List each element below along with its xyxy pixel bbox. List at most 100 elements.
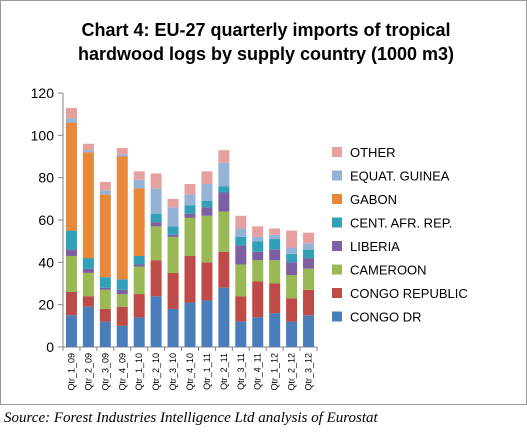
bar-segment xyxy=(116,148,128,155)
bar-segment xyxy=(65,315,77,347)
bar-segment xyxy=(235,236,247,246)
bar-segment xyxy=(303,232,315,244)
bar-segment xyxy=(269,260,281,284)
bar-segment xyxy=(218,162,230,187)
bar-segment xyxy=(269,283,281,314)
x-tick-label: Qtr_3_12 xyxy=(304,353,314,391)
bar-segment xyxy=(269,239,281,250)
bar-segment xyxy=(99,194,111,278)
x-tick-label: Qtr_4_11 xyxy=(253,353,263,390)
legend-label: OTHER xyxy=(350,145,396,160)
bar-segment xyxy=(82,150,94,153)
bar-segment xyxy=(133,171,145,180)
bar-segment xyxy=(235,296,247,322)
bar-segment xyxy=(286,247,298,254)
bar-segment xyxy=(252,236,264,242)
bar-segment xyxy=(82,272,94,297)
bar-segment xyxy=(303,243,315,250)
y-tick-label: 40 xyxy=(38,254,54,270)
bar-segment xyxy=(116,325,128,347)
axes: 0 20 40 60 80 100 120 Qtr_1_09 Qtr_2_09 Qtr_3_09 Q… xyxy=(31,85,318,391)
bar-segment xyxy=(82,258,94,269)
bar-segment xyxy=(218,150,230,163)
bar-segment xyxy=(235,264,247,297)
chart-title-line-2: hardwood logs by supply country (1000 m3… xyxy=(78,44,454,64)
bar-segment xyxy=(252,251,264,261)
x-tick-label: Qtr_1_12 xyxy=(270,353,280,391)
bar-segment xyxy=(99,277,111,288)
bar-segment xyxy=(184,205,196,214)
bar-segment xyxy=(286,275,298,299)
bar-segment xyxy=(235,228,247,237)
bar-segment xyxy=(218,186,230,193)
x-tick-label: Qtr_4_09 xyxy=(117,353,127,391)
bar-segment xyxy=(269,313,281,347)
bar-segment xyxy=(150,226,162,261)
bar-segment xyxy=(133,294,145,318)
bar-segment xyxy=(99,190,111,195)
bar-segment xyxy=(133,317,145,347)
y-tick-label: 0 xyxy=(46,339,54,355)
legend-label: EQUAT. GUINEA xyxy=(350,169,450,184)
bar-segment xyxy=(201,300,213,347)
x-tick-label: Qtr_1_09 xyxy=(66,353,76,391)
legend-label: CONGO DR xyxy=(350,310,422,325)
bar-segment xyxy=(184,217,196,256)
x-tick-label: Qtr_1_10 xyxy=(134,353,144,391)
bar-segment xyxy=(65,230,77,250)
legend-label: LIBERIA xyxy=(350,239,400,254)
bar-segment xyxy=(303,289,315,316)
bar-segment xyxy=(116,294,128,307)
bar-segment xyxy=(133,264,145,267)
legend-swatch xyxy=(332,194,342,204)
legend: OTHER EQUAT. GUINEA GABON CENT. AFR. REP. LI… xyxy=(332,145,468,325)
bar-segment xyxy=(82,143,94,151)
bar-segment xyxy=(201,171,213,185)
bar-segment xyxy=(303,249,315,259)
bar-segment xyxy=(184,184,196,195)
bar-segment xyxy=(99,287,111,290)
legend-label: CONGO REPUBLIC xyxy=(350,286,468,301)
bar-segment xyxy=(218,211,230,252)
legend-swatch xyxy=(332,241,342,251)
x-tick-label: Qtr_3_10 xyxy=(168,353,178,391)
y-tick-label: 80 xyxy=(38,170,54,186)
bar-segment xyxy=(303,268,315,290)
bar-segment xyxy=(150,222,162,227)
bar-segment xyxy=(99,321,111,347)
bar-segment xyxy=(150,213,162,223)
legend-label: GABON xyxy=(350,192,397,207)
bar-segment xyxy=(167,272,179,309)
bar-segment xyxy=(184,194,196,206)
bar-segment xyxy=(150,173,162,189)
bar-segment xyxy=(184,302,196,347)
x-tick-label: Qtr_3_11 xyxy=(236,353,246,390)
bar-segment xyxy=(235,215,247,229)
bar-segment xyxy=(252,281,264,318)
bar-segment xyxy=(133,255,145,265)
legend-swatch xyxy=(332,217,342,228)
bar-segment xyxy=(99,308,111,322)
x-tick-label: Qtr_1_11 xyxy=(202,353,212,390)
bar-segment xyxy=(218,287,230,347)
bar-segment xyxy=(116,279,128,290)
bar-segment xyxy=(167,236,179,273)
bar-segment xyxy=(184,213,196,218)
bar-segment xyxy=(99,289,111,309)
bar-segment xyxy=(133,188,145,256)
bar-segment xyxy=(269,234,281,240)
bar-segment xyxy=(82,152,94,259)
chart-title-line-1: Chart 4: EU-27 quarterly imports of trop… xyxy=(81,20,450,40)
bar-segment xyxy=(65,291,77,316)
bar-segment xyxy=(82,306,94,347)
legend-swatch xyxy=(332,264,342,275)
legend-label: CAMEROON xyxy=(350,263,427,278)
bar-segment xyxy=(201,262,213,301)
y-tick-label: 60 xyxy=(38,212,54,228)
bar-segment xyxy=(99,181,111,191)
bar-segment xyxy=(82,268,94,273)
bar-segment xyxy=(167,207,179,227)
x-tick-label: Qtr_2_09 xyxy=(83,353,93,391)
x-tick-label: Qtr_2_10 xyxy=(151,353,161,391)
bar-segment xyxy=(218,251,230,288)
